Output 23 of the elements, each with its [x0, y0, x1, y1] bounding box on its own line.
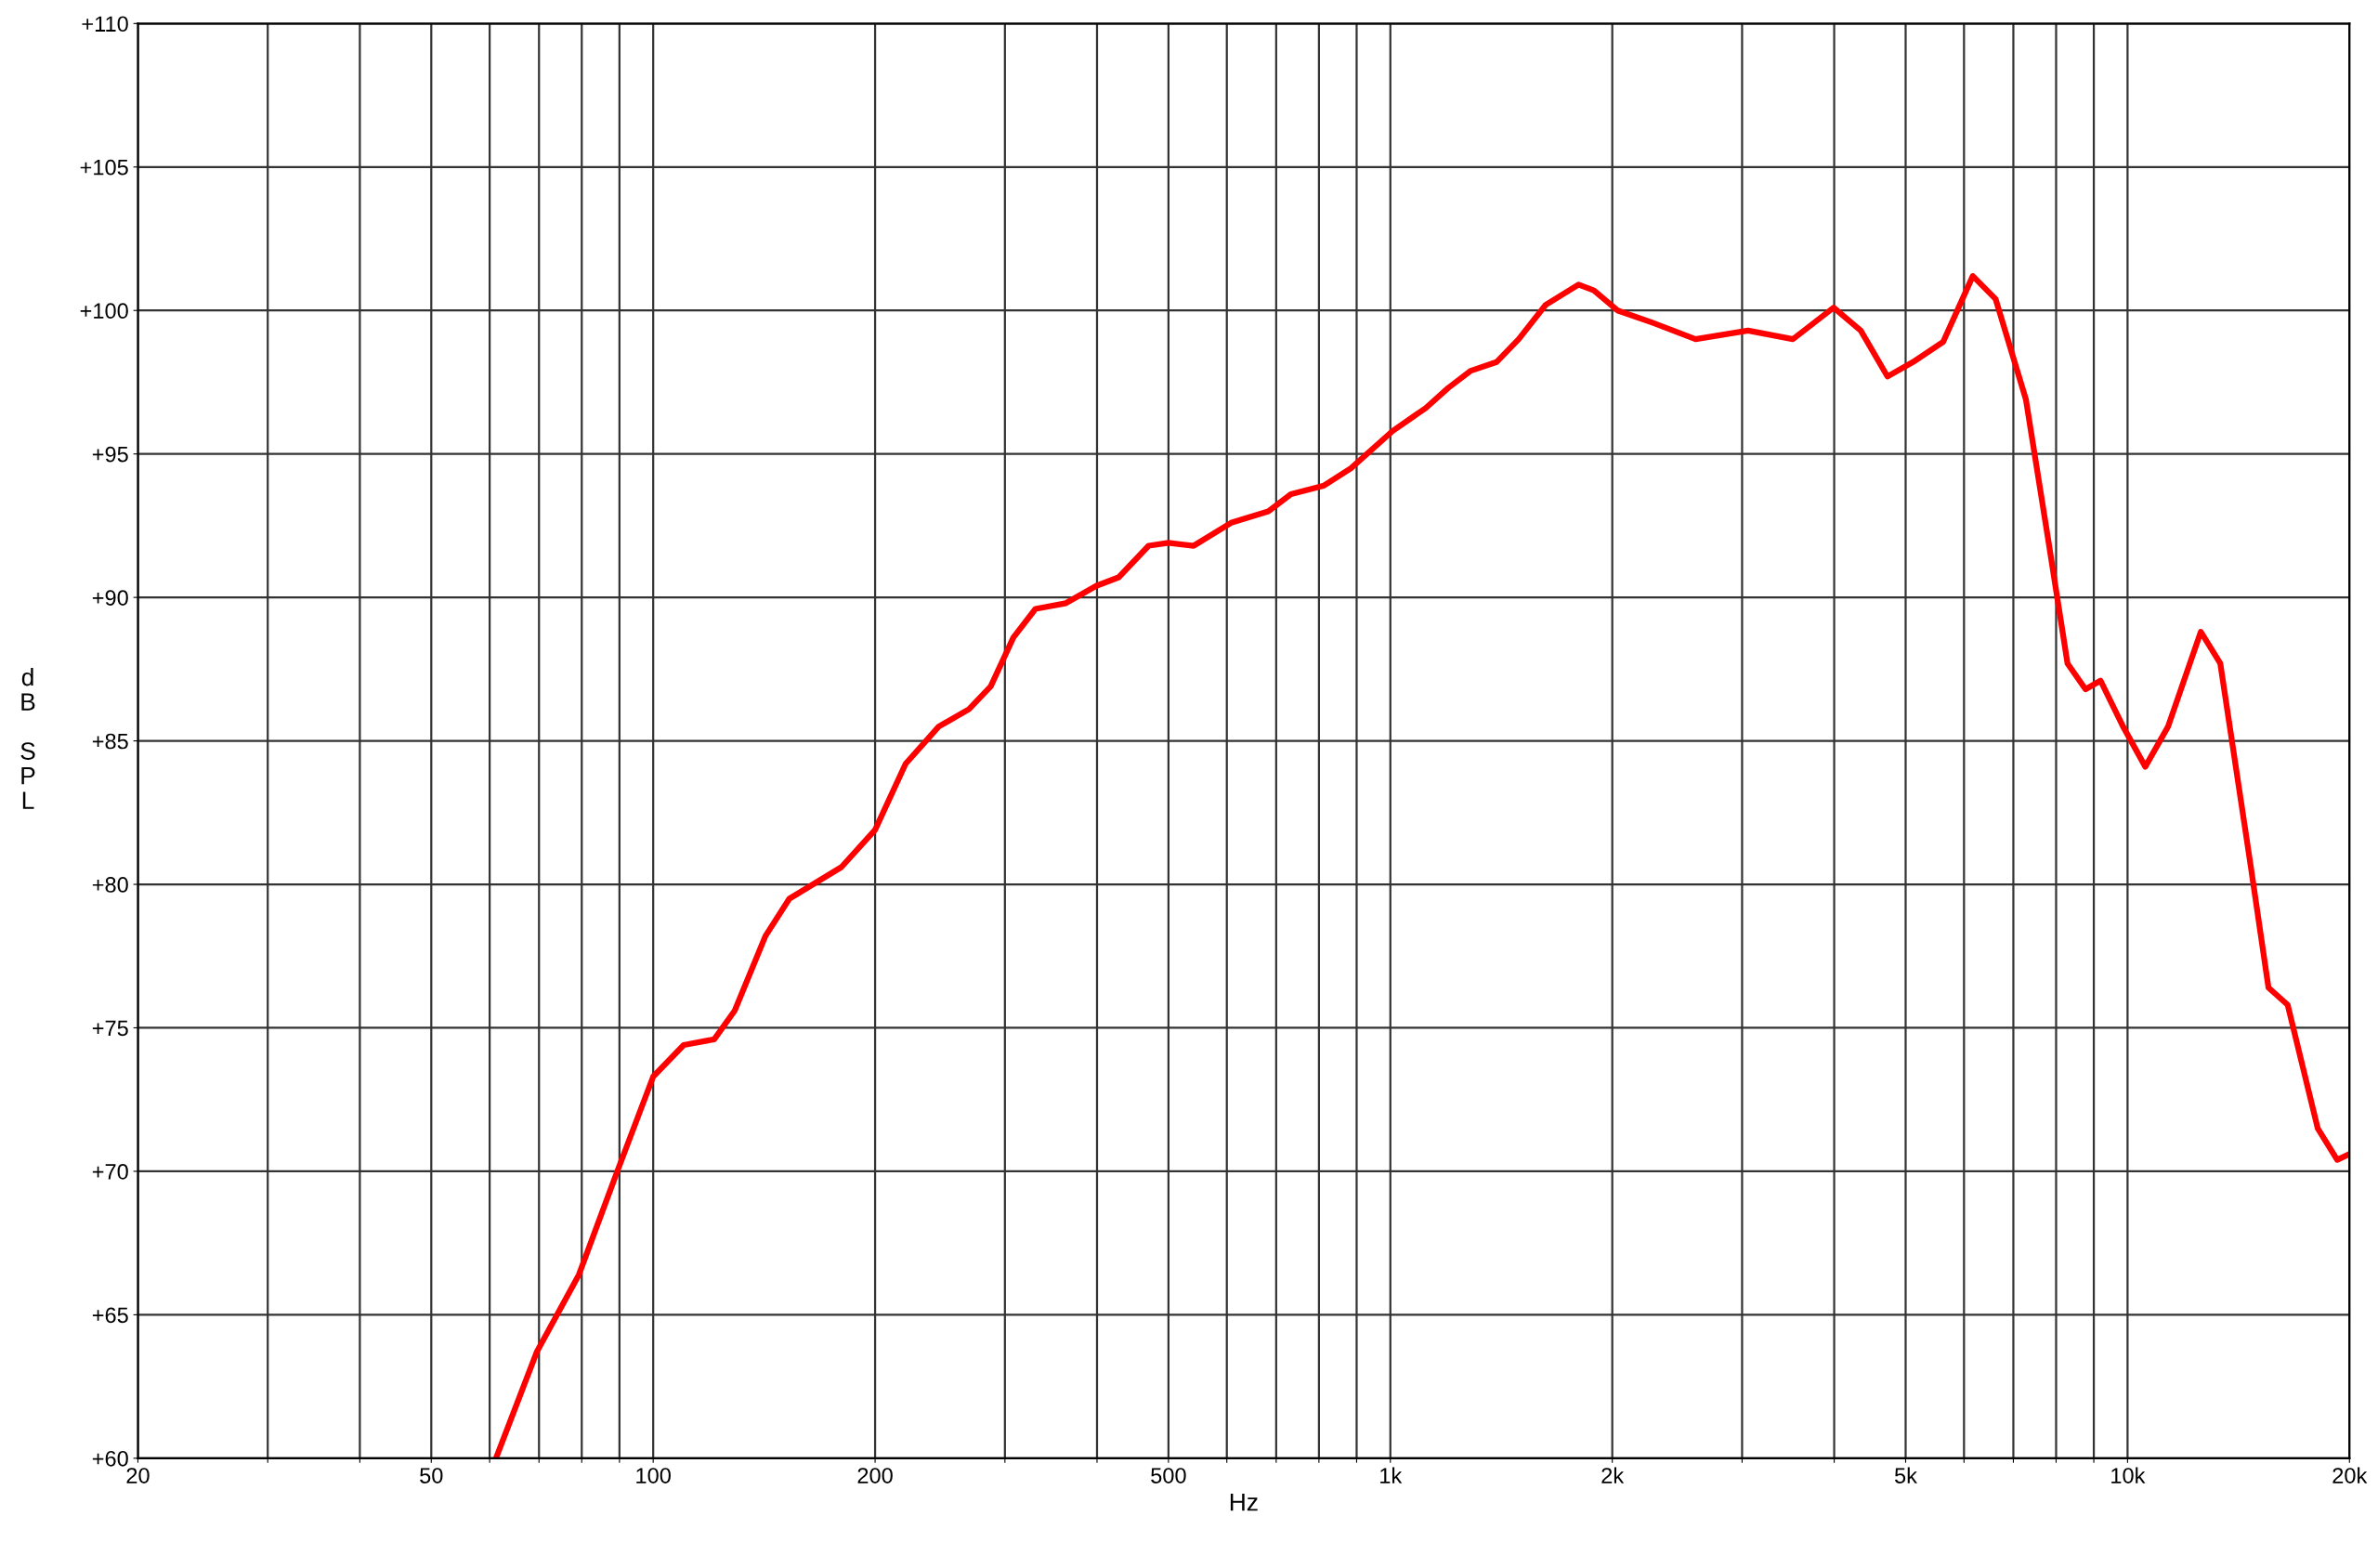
x-tick-label: 100 [636, 1468, 671, 1483]
x-tick-label: 5k [1894, 1467, 1917, 1483]
y-tick-label: +60 [92, 1450, 128, 1467]
x-tick-label: 50 [420, 1468, 443, 1483]
x-tick-label: 1k [1380, 1467, 1403, 1483]
y-tick-label: +100 [80, 303, 128, 320]
y-tick-label: +90 [92, 590, 128, 606]
x-tick-label: 200 [857, 1468, 893, 1483]
y-tick-label: +75 [92, 1020, 128, 1037]
y-tick-label: +70 [92, 1164, 128, 1180]
x-tick-label: 10k [2111, 1467, 2146, 1483]
y-tick-label: +110 [82, 16, 128, 33]
y-tick-label: +105 [80, 159, 128, 176]
y-tick-label: +85 [92, 733, 128, 750]
y-tick-label: +95 [92, 446, 128, 463]
x-tick-label: 20k [2332, 1467, 2368, 1483]
text: dB SPL [20, 668, 35, 809]
y-tick-label: +65 [92, 1307, 128, 1324]
y-tick-label: +80 [92, 877, 128, 893]
x-axis-title: Hz [1230, 1494, 1258, 1511]
x-tick-label: 20 [126, 1468, 150, 1483]
x-tick-label: 500 [1151, 1468, 1186, 1483]
x-tick-label: 2k [1601, 1467, 1625, 1483]
